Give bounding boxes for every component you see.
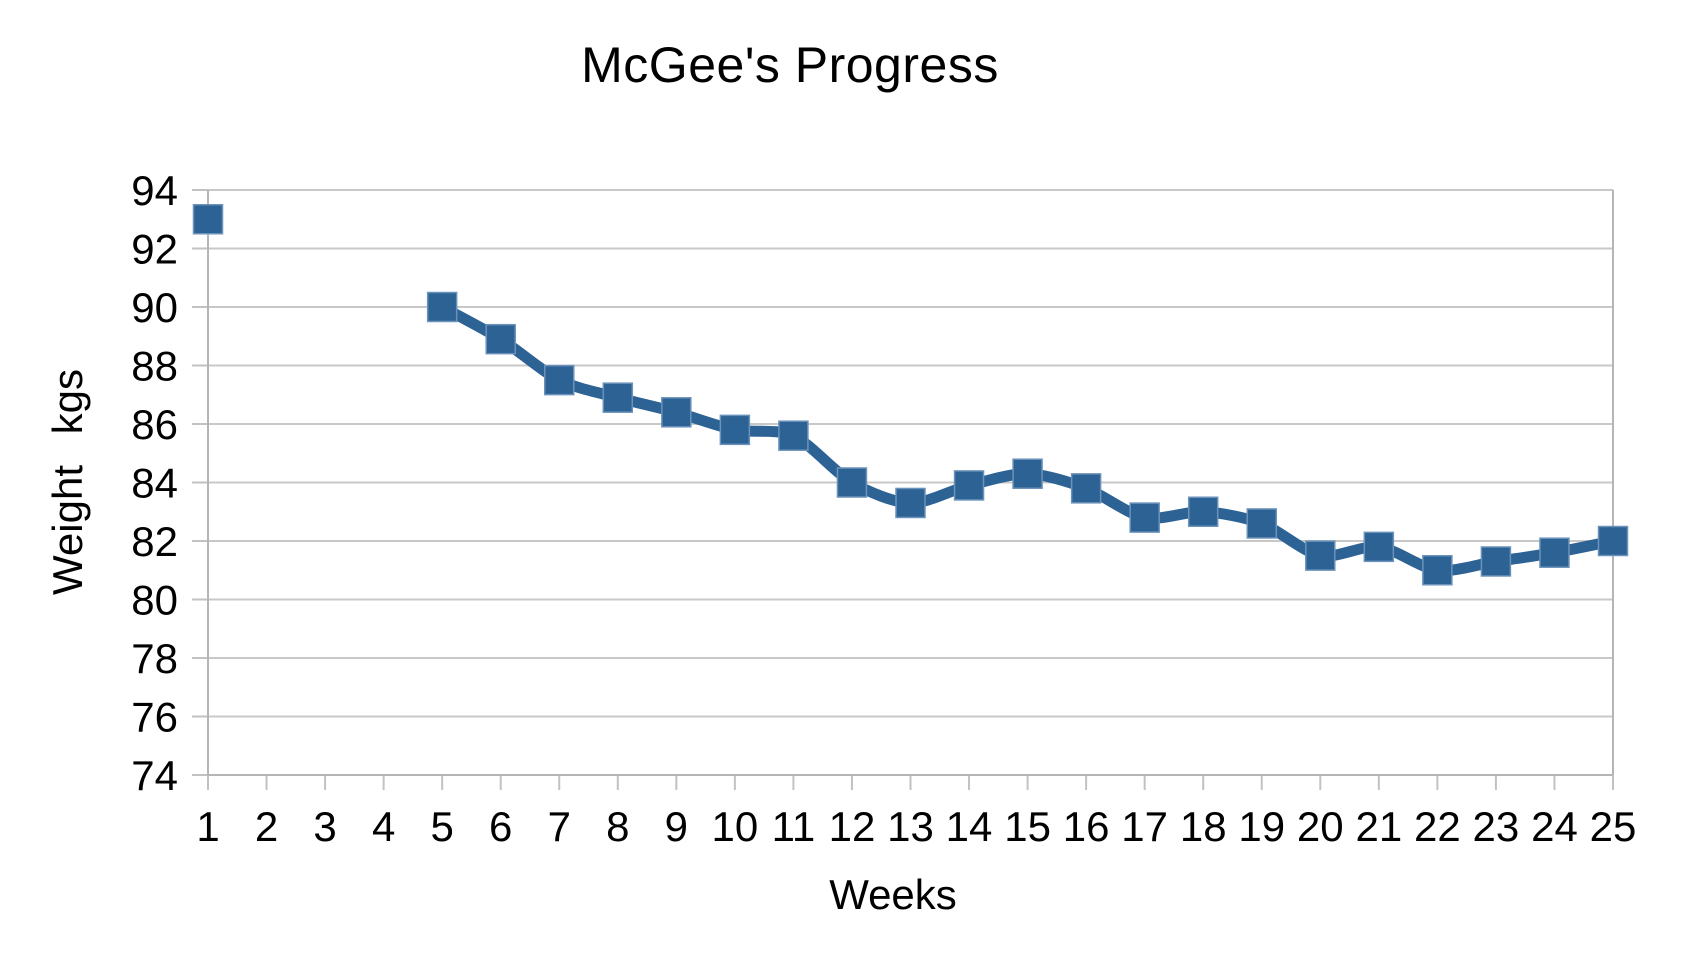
data-point-marker: [1422, 555, 1453, 586]
data-point-marker: [661, 397, 692, 428]
x-tick-label: 14: [946, 803, 993, 850]
x-tick-label: 21: [1355, 803, 1402, 850]
data-point-marker: [1597, 525, 1629, 557]
x-tick-label: 1: [196, 803, 219, 850]
x-tick-label: 12: [829, 803, 876, 850]
data-point-marker: [1070, 473, 1102, 504]
x-tick-label: 20: [1297, 803, 1344, 850]
y-tick-label: 82: [131, 518, 178, 565]
y-tick-label: 76: [131, 694, 178, 741]
data-point-marker: [1305, 540, 1336, 571]
data-point-marker: [1129, 502, 1160, 533]
x-tick-label: 16: [1063, 803, 1110, 850]
data-point-marker: [1187, 496, 1219, 527]
data-point-marker: [1363, 531, 1395, 563]
y-tick-label: 94: [131, 167, 178, 214]
y-tick-label: 86: [131, 401, 178, 448]
data-point-marker: [1246, 508, 1277, 539]
data-point-marker: [1012, 458, 1043, 489]
data-point-marker: [426, 291, 458, 323]
data-point-marker: [1480, 546, 1512, 577]
data-point-marker: [602, 382, 634, 413]
x-tick-label: 24: [1531, 803, 1578, 850]
data-point-marker: [192, 204, 224, 235]
data-point-marker: [544, 364, 575, 396]
x-tick-label: 10: [712, 803, 759, 850]
x-tick-label: 17: [1121, 803, 1168, 850]
x-tick-label: 3: [313, 803, 336, 850]
data-point-marker: [719, 414, 751, 446]
x-tick-label: 19: [1238, 803, 1285, 850]
x-tick-label: 13: [887, 803, 934, 850]
x-tick-label: 11: [772, 803, 816, 850]
chart-title: McGee's Progress: [581, 37, 999, 93]
x-tick-label: 15: [1004, 803, 1051, 850]
x-tick-label: 23: [1473, 803, 1520, 850]
x-tick-label: 25: [1590, 803, 1637, 850]
x-tick-label: 8: [606, 803, 629, 850]
data-point-marker: [836, 467, 868, 498]
y-tick-label: 90: [131, 284, 178, 331]
y-tick-label: 74: [131, 752, 178, 799]
x-tick-label: 4: [372, 803, 395, 850]
x-tick-label: 9: [665, 803, 688, 850]
series-line: [439, 302, 1615, 577]
x-tick-label: 7: [548, 803, 571, 850]
y-tick-label: 80: [131, 577, 178, 624]
x-tick-label: 6: [489, 803, 512, 850]
x-axis-title: Weeks: [829, 871, 957, 918]
x-tick-label: 5: [430, 803, 453, 850]
x-tick-label: 2: [255, 803, 278, 850]
data-point-marker: [895, 487, 926, 519]
y-tick-label: 92: [131, 226, 178, 273]
data-point-marker: [1539, 537, 1570, 568]
x-tick-label: 22: [1414, 803, 1461, 850]
data-point-marker: [778, 420, 809, 451]
data-point-marker: [953, 470, 985, 501]
y-tick-label: 84: [131, 460, 178, 507]
data-point-marker: [485, 323, 516, 355]
y-tick-label: 78: [131, 635, 178, 682]
x-tick-label: 18: [1180, 803, 1227, 850]
y-tick-label: 88: [131, 343, 178, 390]
